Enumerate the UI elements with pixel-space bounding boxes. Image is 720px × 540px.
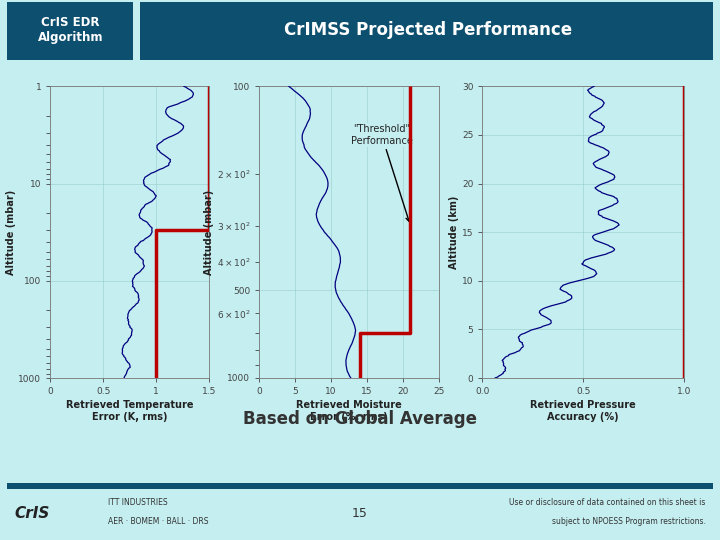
X-axis label: Retrieved Moisture
Error (%, rms): Retrieved Moisture Error (%, rms) bbox=[297, 400, 402, 422]
Bar bbox=[7, 483, 713, 489]
Text: ITT INDUSTRIES: ITT INDUSTRIES bbox=[108, 498, 168, 507]
Bar bbox=[140, 3, 713, 59]
Text: 15: 15 bbox=[352, 508, 368, 521]
Text: AER · BOMEM · BALL · DRS: AER · BOMEM · BALL · DRS bbox=[108, 517, 209, 526]
Text: CrIMSS Projected Performance: CrIMSS Projected Performance bbox=[284, 21, 572, 39]
Text: CrIS: CrIS bbox=[14, 507, 50, 522]
Text: subject to NPOESS Program restrictions.: subject to NPOESS Program restrictions. bbox=[552, 517, 706, 526]
Text: CrIS EDR
Algorithm: CrIS EDR Algorithm bbox=[38, 16, 103, 44]
Text: Based on Global Average: Based on Global Average bbox=[243, 409, 477, 428]
X-axis label: Retrieved Pressure
Accuracy (%): Retrieved Pressure Accuracy (%) bbox=[531, 400, 636, 422]
Text: Use or disclosure of data contained on this sheet is: Use or disclosure of data contained on t… bbox=[509, 498, 706, 507]
Text: "Threshold"
Performance: "Threshold" Performance bbox=[351, 124, 413, 221]
X-axis label: Retrieved Temperature
Error (K, rms): Retrieved Temperature Error (K, rms) bbox=[66, 400, 194, 422]
Bar bbox=[7, 3, 133, 59]
Y-axis label: Altitude (km): Altitude (km) bbox=[449, 195, 459, 269]
Y-axis label: Altitude (mbar): Altitude (mbar) bbox=[204, 190, 214, 275]
Y-axis label: Altitude (mbar): Altitude (mbar) bbox=[6, 190, 16, 275]
